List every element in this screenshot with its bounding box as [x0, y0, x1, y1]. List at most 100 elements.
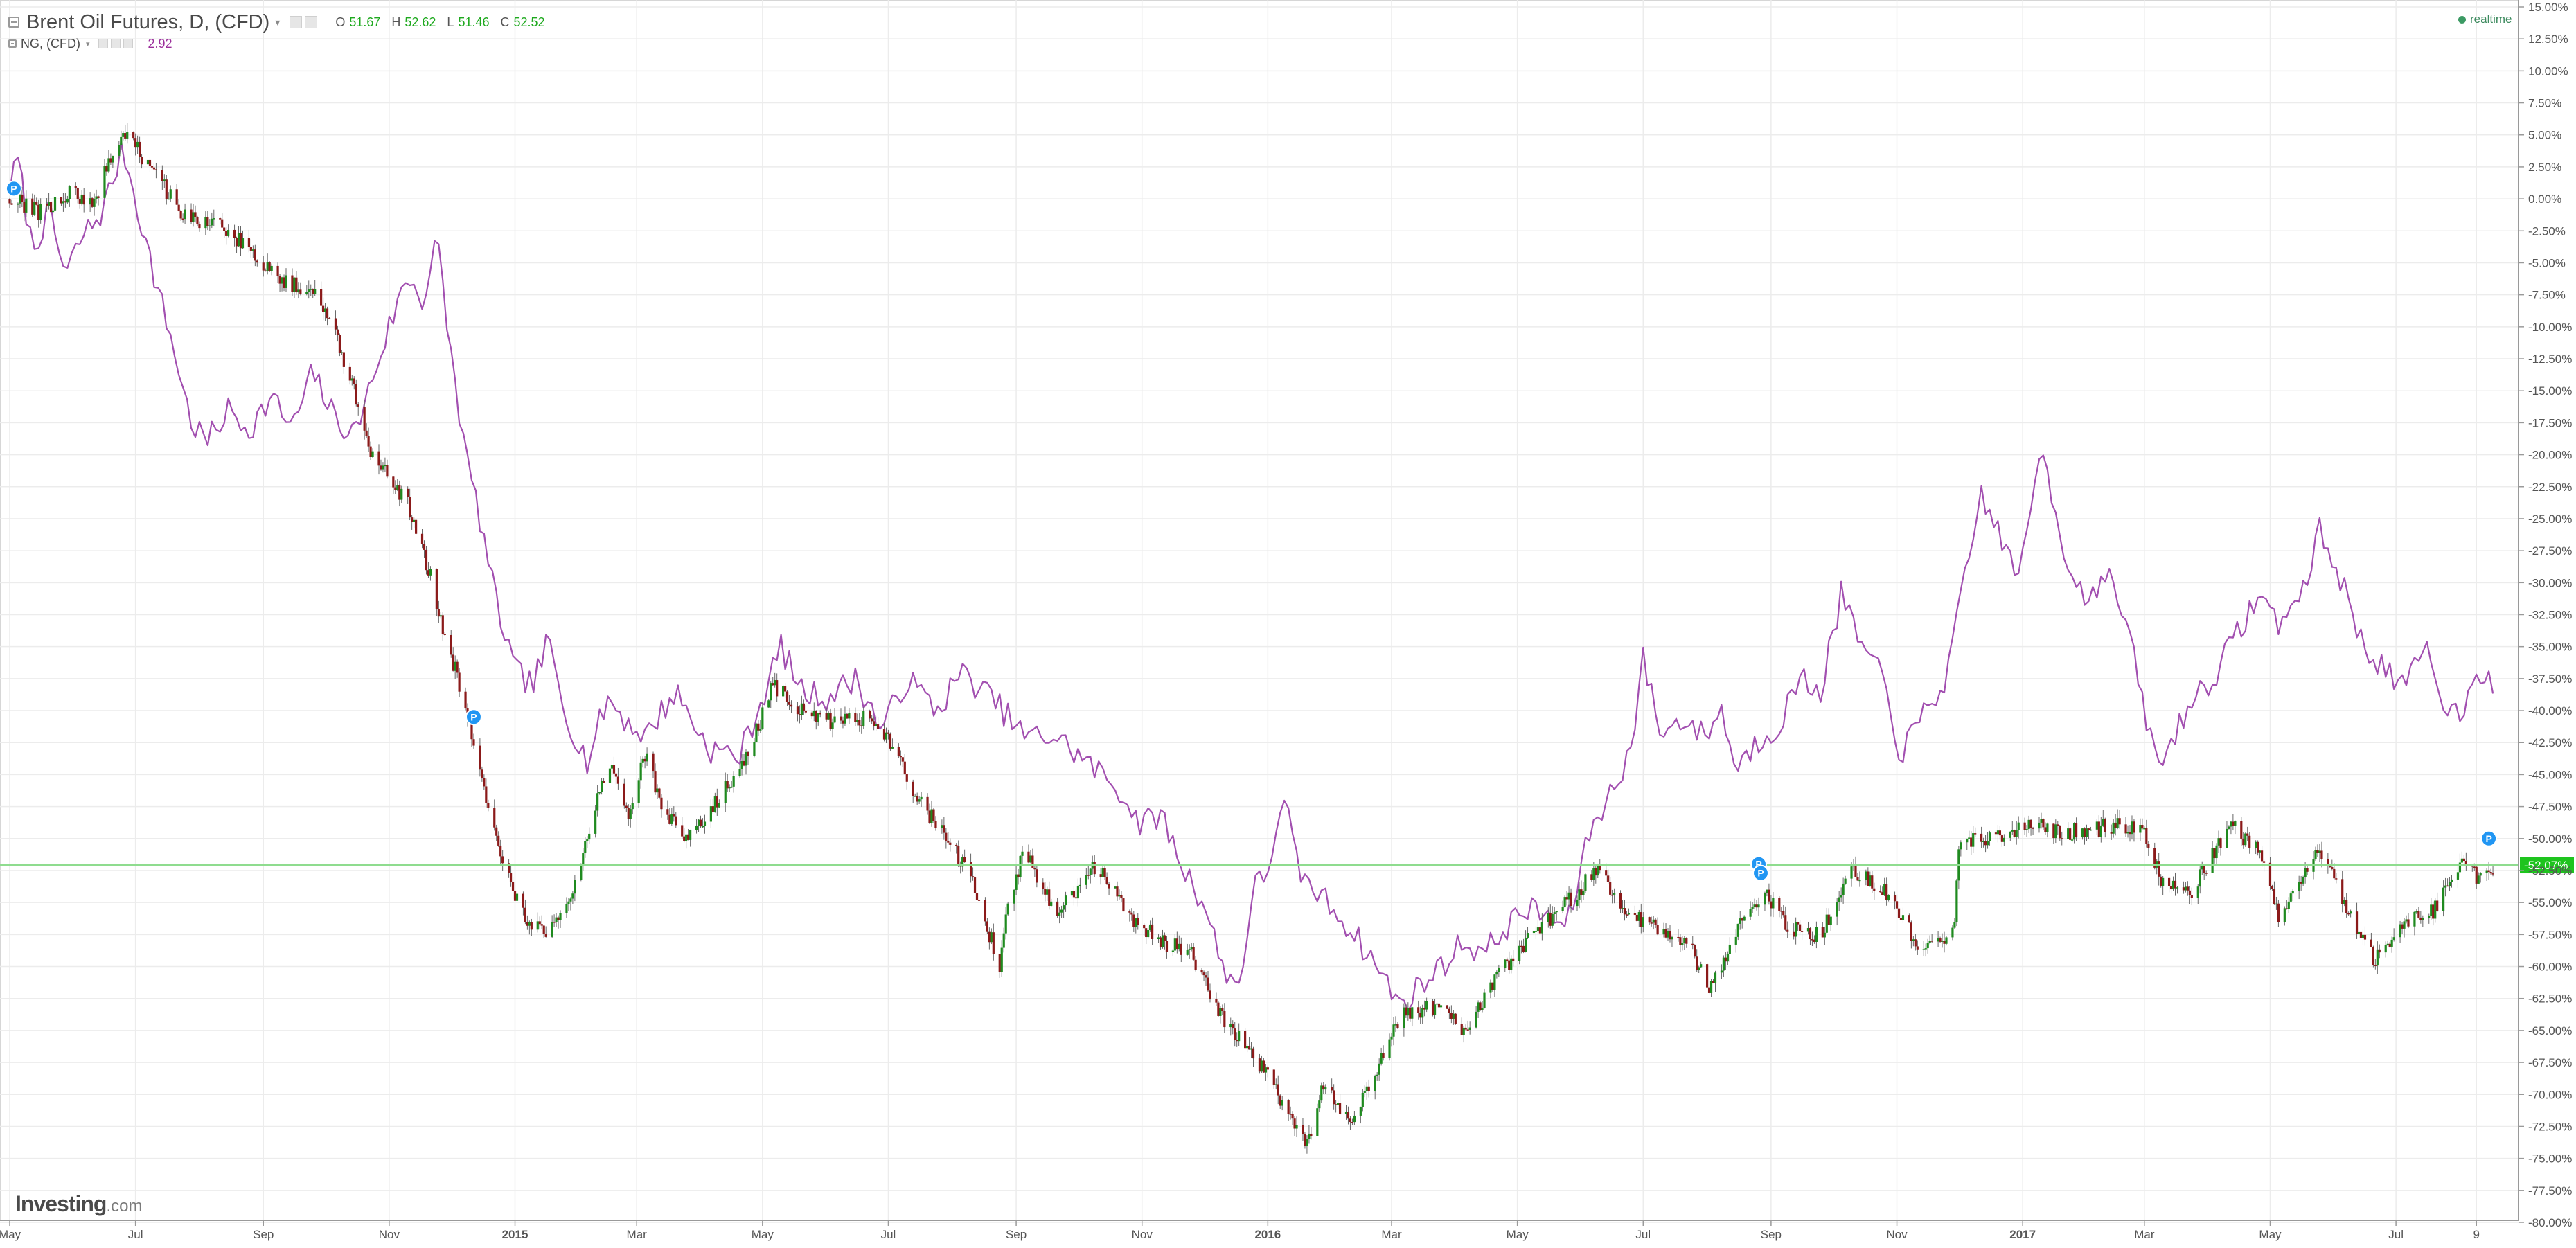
brent-candle: [524, 899, 527, 925]
compare-symbol[interactable]: NG, (CFD): [21, 36, 80, 51]
remove-series-icon[interactable]: [123, 39, 133, 48]
candle-body: [1867, 871, 1869, 886]
settings-icon[interactable]: [98, 39, 108, 48]
candle-body: [901, 757, 904, 762]
brent-candle: [295, 271, 298, 295]
candle-body: [1374, 1076, 1376, 1091]
brent-candle: [1607, 869, 1610, 884]
brent-candle: [559, 910, 562, 928]
candle-body: [1538, 927, 1542, 934]
brent-candle: [2027, 815, 2030, 833]
main-legend[interactable]: Brent Oil Futures, D, (CFD) ▾ O 51.67 H 52.…: [8, 10, 545, 35]
candle-body: [753, 742, 756, 756]
brent-candle: [817, 713, 819, 726]
candle-body: [213, 218, 215, 220]
candle-body: [51, 210, 55, 213]
candle-body: [1147, 930, 1150, 938]
brent-candle: [353, 376, 355, 390]
collapse-legend-icon[interactable]: [8, 17, 19, 28]
brent-candle: [920, 792, 923, 808]
y-axis[interactable]: 15.00%12.50%10.00%7.50%5.00%2.50%0.00%-2…: [2518, 0, 2572, 1229]
brent-candle: [2087, 828, 2090, 839]
brent-candle: [796, 702, 799, 722]
brent-candle: [1118, 889, 1121, 900]
candle-body: [567, 901, 570, 904]
candle-body: [1960, 842, 1962, 850]
candle-body: [1621, 908, 1624, 909]
brent-candle: [2372, 945, 2374, 968]
candle-body: [1281, 1100, 1283, 1106]
collapse-compare-icon[interactable]: [8, 39, 17, 48]
candle-body: [2262, 861, 2266, 863]
brent-candle: [2232, 814, 2235, 831]
brent-candle: [703, 814, 707, 834]
candle-body: [192, 212, 195, 222]
brent-candle: [371, 448, 374, 458]
x-axis[interactable]: May Jul Sep Nov 2015 Mar May Jul Sep Nov 2016 Mar Ma…: [0, 1220, 2519, 1241]
candle-body: [266, 262, 269, 271]
candle-body: [666, 809, 669, 815]
candle-body: [810, 712, 813, 717]
candle-body: [2255, 841, 2257, 848]
brent-candle: [770, 681, 772, 709]
brent-candle: [291, 268, 294, 296]
brent-candle: [196, 215, 199, 227]
candle-body: [1042, 882, 1045, 889]
candle-body: [1431, 1001, 1434, 1015]
candle-body: [2089, 829, 2093, 831]
chart-title[interactable]: Brent Oil Futures, D, (CFD): [26, 10, 270, 33]
brent-candle: [377, 444, 380, 475]
candle-body: [899, 756, 902, 758]
brent-candle: [237, 226, 240, 247]
compare-legend[interactable]: NG, (CFD) ▾ 2.92: [8, 35, 172, 53]
brent-candle: [1405, 1004, 1407, 1018]
brent-candle: [2386, 940, 2389, 946]
x-tick-label: Mar: [1381, 1228, 1402, 1241]
brent-candle: [1893, 891, 1897, 910]
brent-candle: [1316, 1103, 1319, 1136]
brent-candle: [464, 687, 467, 711]
brent-candle: [276, 262, 279, 283]
candle-body: [1407, 1008, 1410, 1016]
chevron-down-icon[interactable]: ▾: [275, 16, 281, 28]
candle-body: [959, 865, 962, 867]
candle-body: [844, 713, 846, 724]
brent-candle: [990, 928, 993, 945]
candle-body: [2271, 886, 2274, 889]
candle-body: [2162, 877, 2165, 886]
last-price-label: -52.07%: [2524, 859, 2568, 872]
brent-candle: [1563, 895, 1566, 908]
candle-body: [623, 783, 625, 806]
x-tick-label: May: [1507, 1228, 1529, 1241]
candle-body: [2067, 828, 2070, 839]
brent-candle: [812, 702, 815, 722]
brent-candle: [2219, 837, 2222, 856]
candle-body: [1433, 1004, 1437, 1015]
brent-candle: [2489, 868, 2492, 875]
brent-candle: [1642, 912, 1644, 933]
brent-candle: [1101, 865, 1104, 878]
candle-body: [2318, 850, 2321, 853]
chevron-down-icon[interactable]: ▾: [85, 39, 90, 48]
brent-candle: [697, 819, 700, 832]
brent-candle: [1221, 1004, 1224, 1015]
candle-body: [1599, 864, 1601, 871]
candle-body: [1858, 880, 1861, 882]
candle-body: [530, 922, 533, 930]
hide-series-icon[interactable]: [110, 39, 121, 48]
brent-candle: [1912, 936, 1915, 947]
hide-series-icon[interactable]: [305, 16, 318, 28]
candle-body: [1425, 1001, 1428, 1010]
candle-body: [2059, 826, 2061, 839]
candle-body: [689, 830, 692, 840]
settings-icon[interactable]: [290, 16, 303, 28]
candle-body: [2485, 870, 2488, 873]
candle-body: [2442, 887, 2445, 911]
event-marker-icon: [465, 708, 482, 726]
candle-body: [1951, 927, 1954, 938]
brent-candle: [833, 708, 836, 724]
brent-candle: [1064, 891, 1067, 912]
